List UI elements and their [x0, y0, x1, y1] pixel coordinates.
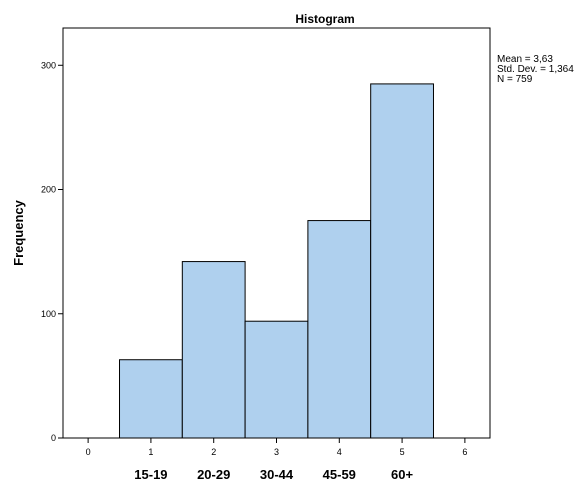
x-tick-label: 1	[148, 447, 153, 457]
stats-line: Std. Dev. = 1,364	[497, 64, 574, 75]
histogram-bar-2	[181, 261, 246, 439]
y-tick-label: 0	[51, 433, 56, 443]
x-tick-label: 4	[337, 447, 342, 457]
y-tick-label: 200	[41, 185, 56, 195]
histogram-bar-5	[370, 83, 434, 439]
category-labels: 15-19 20-29 30-44 45-59 60+	[134, 467, 413, 482]
y-ticks: 0 100 200 300	[41, 60, 63, 443]
x-tick-label: 2	[211, 447, 216, 457]
x-tick-label: 0	[86, 447, 91, 457]
category-label: 15-19	[134, 467, 167, 482]
category-label: 45-59	[323, 467, 356, 482]
category-label: 20-29	[197, 467, 230, 482]
histogram-bar-3	[244, 320, 309, 439]
x-tick-label: 3	[274, 447, 279, 457]
x-tick-label: 6	[462, 447, 467, 457]
category-label: 60+	[391, 467, 413, 482]
histogram-bar-1	[119, 359, 183, 439]
y-axis-title: Frequency	[11, 199, 26, 266]
histogram-bar-4	[307, 220, 372, 439]
x-tick-label: 5	[400, 447, 405, 457]
stats-line: Mean = 3,63	[497, 54, 553, 65]
y-tick-label: 100	[41, 309, 56, 319]
y-tick-label: 300	[41, 60, 56, 70]
x-ticks: 0 1 2 3 4 5 6	[86, 438, 467, 457]
category-label: 30-44	[260, 467, 294, 482]
stats-line: N = 759	[497, 74, 533, 85]
chart-title: Histogram	[295, 12, 354, 26]
bars-group	[119, 83, 434, 439]
